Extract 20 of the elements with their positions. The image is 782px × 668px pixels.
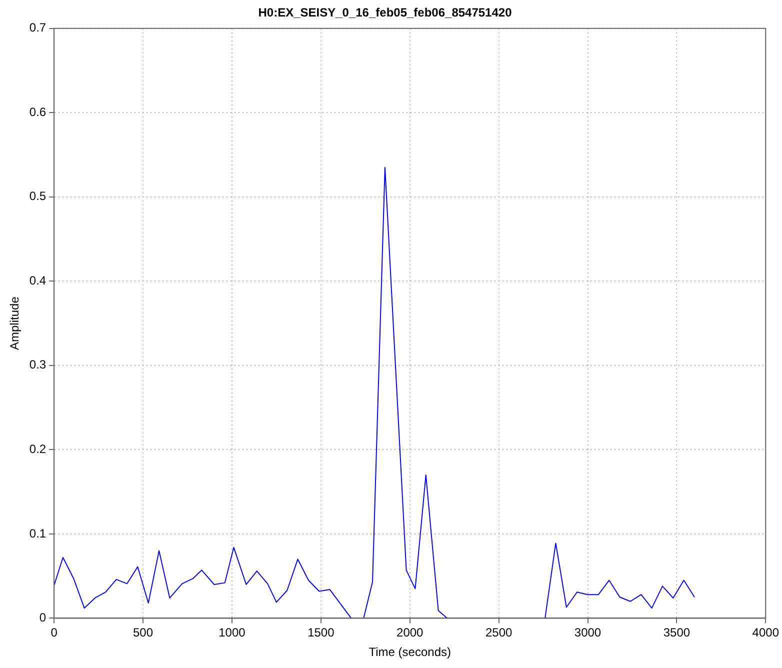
y-tick-label: 0.6 (29, 104, 46, 119)
x-tick-label: 3500 (663, 626, 690, 640)
y-tick-label: 0.1 (29, 526, 46, 540)
x-tick-label: 1500 (308, 626, 335, 640)
x-tick-label: 2500 (485, 626, 512, 640)
y-axis-title: Amplitude (8, 296, 22, 350)
x-tick-label: 4000 (752, 626, 780, 640)
y-tick-label: 0.7 (29, 20, 46, 35)
x-tick-label: 3000 (574, 626, 602, 640)
y-tick-label: 0.3 (29, 358, 46, 372)
x-tick-label: 1000 (218, 626, 246, 640)
x-tick-label: 2000 (396, 626, 424, 640)
y-tick-label: 0 (39, 610, 46, 625)
x-tick-label: 0 (50, 626, 58, 640)
y-tick-label: 0.5 (29, 189, 46, 204)
x-axis-title: Time (seconds) (368, 645, 451, 660)
chart-title: H0:EX_SEISY_0_16_feb05_feb06_854751420 (258, 6, 512, 20)
x-tick-label: 500 (133, 626, 154, 640)
y-tick-label: 0.2 (29, 442, 46, 456)
y-tick-label: 0.4 (29, 273, 46, 288)
